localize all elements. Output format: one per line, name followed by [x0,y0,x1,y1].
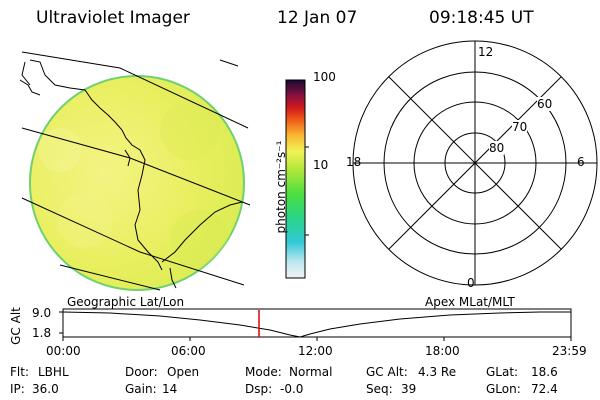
gc-alt-label: GC Alt: [366,365,408,379]
door-label: Door: [125,365,158,379]
apex-mlat-mlt-label: Apex MLat/MLT [425,295,515,309]
altitude-x-tick-1200: 12:00 [298,344,333,358]
flt-value: LBHL [38,365,69,379]
colorbar-unit-label: photon cm⁻²s⁻¹ [274,140,288,234]
altitude-x-tick-2359: 23:59 [552,344,587,358]
dsp-label: Dsp: [245,382,273,396]
mode-label: Mode: [245,365,282,379]
altitude-x-tick-0600: 06:00 [171,344,206,358]
polar-ring-label-80: 80 [489,141,505,155]
gain-label: Gain: [125,382,157,396]
altitude-x-ticks [62,337,572,341]
gc-alt-value: 4.3 Re [418,365,457,379]
colorbar-tick-10-label: 10 [313,158,329,172]
mode-value: Normal [289,365,333,379]
colorbar-tick-100-label: 100 [313,70,336,84]
polar-label-18: 18 [346,155,362,169]
dsp-value: -0.0 [280,382,304,396]
app-title: Ultraviolet Imager [36,8,190,28]
altitude-curve [62,311,571,338]
polar-diagonal-2 [388,76,562,250]
polar-label-6: 6 [577,155,585,169]
geographic-lat-lon-label: Geographic Lat/Lon [67,295,185,309]
altitude-y-label: GC Alt [9,307,23,345]
polar-plot [352,40,598,286]
time-label: 09:18:45 UT [429,8,534,28]
ip-label: IP: [10,382,25,396]
altitude-x-tick-0000: 00:00 [46,344,81,358]
altitude-x-tick-1800: 18:00 [425,344,460,358]
gain-value: 14 [162,382,178,396]
door-value: Open [167,365,200,379]
date-label: 12 Jan 07 [277,8,358,28]
glat-label: GLat: [486,365,519,379]
geographic-grid [21,51,251,291]
seq-label: Seq: [366,382,393,396]
polar-label-12: 12 [478,45,494,59]
polar-label-0: 0 [467,276,475,290]
altitude-y-tick-1-8: 1.8 [32,326,52,340]
glat-value: 18.6 [531,365,558,379]
polar-ring-label-70: 70 [512,120,528,134]
colorbar [285,79,309,279]
ip-value: 36.0 [32,382,59,396]
flt-label: Flt: [10,365,29,379]
glon-label: GLon: [486,382,521,396]
colorbar-scale [285,79,306,279]
polar-ring-label-60: 60 [537,97,553,111]
earth-disk-image [19,51,251,291]
glon-value: 72.4 [531,382,558,396]
altitude-y-tick-9: 9.0 [32,306,52,320]
seq-value: 39 [401,382,417,396]
altitude-panel [59,308,572,341]
